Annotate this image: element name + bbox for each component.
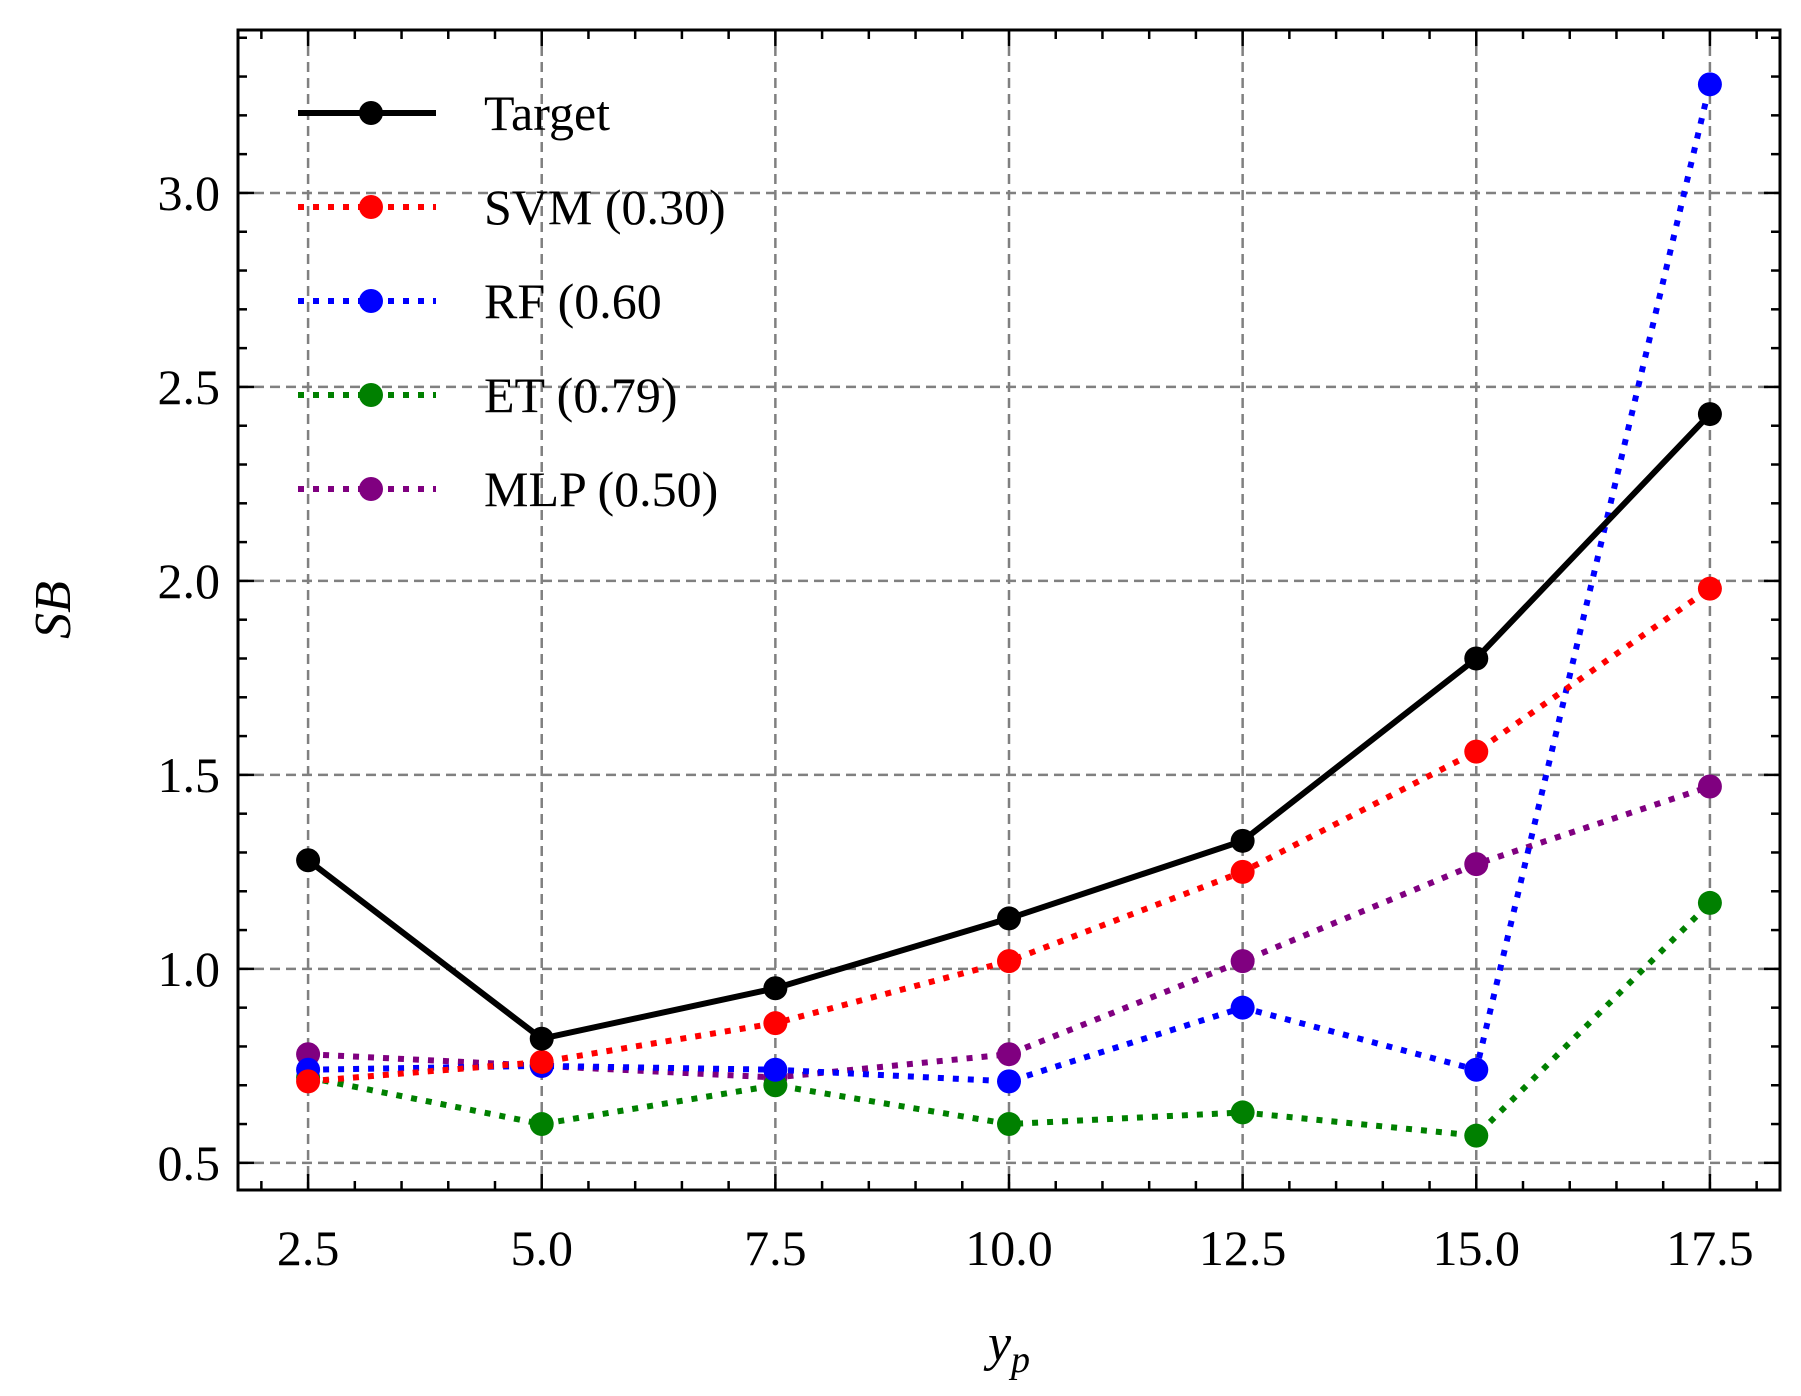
data-point (763, 1057, 788, 1082)
x-tick-label: 7.5 (744, 1220, 807, 1276)
legend-entry: RF (0.60 (298, 273, 662, 329)
data-series (296, 72, 1722, 1148)
legend-marker (359, 195, 383, 219)
y-tick-label: 2.0 (158, 553, 221, 609)
data-point (763, 1011, 788, 1036)
legend-entry: ET (0.79) (298, 367, 677, 423)
legend: Target SVM (0.30) RF (0.60 ET (0.79) MLP (0.… (298, 85, 726, 517)
y-tick-label: 0.5 (158, 1135, 221, 1191)
x-axis-label: yp (983, 1315, 1030, 1381)
x-axis-label-main: y (983, 1315, 1012, 1372)
legend-label: MLP (0.50) (484, 461, 718, 517)
series-svm (296, 576, 1722, 1094)
x-tick-label: 2.5 (277, 1220, 340, 1276)
data-point (296, 848, 321, 873)
data-point (529, 1049, 554, 1074)
data-point (997, 949, 1021, 974)
y-tick-label: 2.5 (158, 359, 221, 415)
grid (238, 30, 1780, 1190)
y-tick-label: 3.0 (158, 165, 221, 221)
x-axis-label-subscript: p (1008, 1339, 1030, 1381)
data-point (1464, 739, 1489, 764)
data-point (1464, 852, 1489, 877)
data-point (1697, 576, 1722, 601)
legend-entry: SVM (0.30) (298, 179, 726, 235)
legend-entry: Target (298, 85, 610, 141)
legend-label: RF (0.60 (484, 273, 662, 329)
data-point (997, 1112, 1021, 1137)
data-point (1230, 1100, 1255, 1125)
x-tick-label: 5.0 (510, 1220, 573, 1276)
x-tick-label: 17.5 (1666, 1220, 1754, 1276)
legend-entry: MLP (0.50) (298, 461, 718, 517)
data-point (997, 1069, 1021, 1094)
x-tick-label: 15.0 (1433, 1220, 1521, 1276)
data-point (1230, 995, 1255, 1020)
data-point (529, 1026, 554, 1051)
data-point (1230, 859, 1255, 884)
legend-marker (359, 383, 383, 407)
legend-marker (359, 289, 383, 313)
data-point (1464, 1057, 1489, 1082)
x-tick-label: 12.5 (1199, 1220, 1287, 1276)
x-tick-label: 10.0 (965, 1220, 1053, 1276)
data-point (1464, 1123, 1489, 1148)
legend-marker (359, 101, 383, 125)
data-point (1464, 646, 1489, 671)
y-axis-label: SB (25, 581, 82, 639)
legend-label: ET (0.79) (484, 367, 677, 423)
data-point (1230, 828, 1255, 853)
data-point (1697, 890, 1722, 915)
legend-label: Target (484, 85, 610, 141)
data-point (997, 906, 1021, 931)
data-point (1697, 72, 1722, 97)
y-tick-label: 1.0 (158, 941, 221, 997)
data-point (997, 1042, 1021, 1067)
legend-marker (359, 477, 383, 501)
data-point (1697, 774, 1722, 799)
data-point (763, 976, 788, 1001)
y-tick-label: 1.5 (158, 747, 221, 803)
legend-label: SVM (0.30) (484, 179, 726, 235)
data-point (1697, 402, 1722, 427)
data-point (529, 1112, 554, 1137)
plot-area-frame (236, 28, 1782, 1192)
data-point (1230, 949, 1255, 974)
tick-labels: 2.5 5.0 7.5 10.0 12.5 15.0 17.5 0.5 1.0 1.5 2.0 2.5… (158, 165, 1754, 1276)
series-target (296, 402, 1722, 1051)
data-point (296, 1069, 321, 1094)
